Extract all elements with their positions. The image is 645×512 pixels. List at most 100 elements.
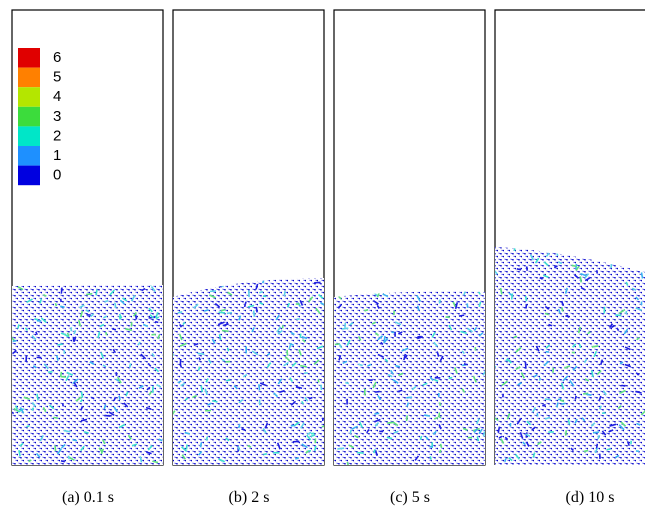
particle-vector [583, 358, 588, 364]
particle-vector [346, 461, 349, 465]
particle-vector [539, 276, 543, 280]
particle-vector [476, 436, 480, 442]
particle-vector [606, 448, 611, 451]
particle-vector [448, 376, 453, 380]
particle-vector [344, 272, 346, 278]
particle-vector [342, 360, 348, 365]
particle-vector [433, 341, 439, 347]
particle-vector [266, 362, 272, 369]
particle-vector [430, 246, 431, 252]
particle-vector [501, 380, 508, 387]
particle-vector [372, 381, 377, 389]
particle-vector [184, 431, 191, 435]
particle-vector [77, 319, 82, 327]
particle-vector [635, 390, 642, 394]
particle-vector [296, 318, 300, 321]
particle-vector [524, 296, 528, 302]
legend-swatch [18, 87, 40, 107]
particle-vector [557, 261, 563, 265]
particle-vector [526, 420, 532, 426]
particle-vector [277, 329, 283, 335]
particle-vector [53, 416, 59, 420]
particle-vector [102, 364, 107, 368]
particle-vector [233, 385, 238, 390]
particle-vector [60, 305, 65, 309]
particle-vector [599, 359, 604, 366]
particle-vector [320, 301, 324, 307]
particle-vector [155, 311, 159, 318]
particle-vector [377, 353, 384, 358]
particle-vector [601, 252, 606, 258]
particle-vector [437, 415, 442, 419]
particle-vector [289, 342, 294, 346]
particle-vector [389, 272, 391, 277]
particle-vector [357, 336, 362, 341]
particle-vector [475, 418, 480, 425]
particle-vector [431, 331, 436, 338]
particle-vector [108, 411, 115, 416]
particle-vector [276, 442, 281, 450]
particle-vector [122, 246, 126, 251]
particle-vector [500, 438, 505, 444]
particle-vector [104, 331, 108, 336]
particle-vector [345, 381, 350, 385]
particle-vector [320, 384, 323, 391]
particle-vector [635, 372, 640, 376]
particle-vector [358, 363, 363, 367]
particle-vector [640, 272, 644, 279]
particle-vector [275, 260, 276, 263]
particle-vector [377, 335, 384, 341]
particle-vector [35, 331, 38, 336]
particle-vector [560, 382, 565, 390]
particle-vector [54, 302, 58, 307]
particle-vector [247, 304, 255, 308]
particle-vector [97, 331, 101, 339]
particle-vector [88, 256, 91, 258]
legend-label: 1 [53, 147, 61, 164]
particle-vector [89, 361, 95, 366]
particle-vector [60, 460, 66, 463]
particle-vector [617, 405, 622, 410]
particle-vector [185, 444, 188, 450]
particle-vector [277, 378, 283, 385]
particle-vector [14, 405, 19, 410]
particle-vector [138, 385, 144, 389]
particle-vector [247, 444, 252, 448]
particle-vector [574, 274, 579, 279]
particle-vector [79, 273, 80, 278]
particle-vector [334, 343, 340, 346]
particle-vector [73, 336, 77, 342]
particle-vector [276, 326, 282, 333]
particle-vector [192, 394, 197, 399]
particle-vector [513, 335, 518, 339]
legend: 6 5 4 3 2 1 0 [18, 48, 61, 186]
particle-vector [227, 291, 233, 296]
particle-vector [351, 425, 358, 430]
particle-vector [520, 372, 525, 379]
particle-vector [631, 248, 637, 255]
particle-vector [259, 290, 264, 294]
particle-vector [54, 270, 56, 277]
particle-vector [118, 313, 123, 319]
particle-vector [24, 327, 29, 331]
particle-vector [341, 271, 343, 275]
particle-vector [515, 366, 521, 370]
particle-vector [178, 333, 183, 341]
particle-vector [226, 311, 233, 315]
particle-vector [425, 436, 429, 441]
particle-vector [342, 291, 348, 295]
particle-vector [440, 254, 444, 255]
particle-vector [103, 315, 108, 319]
particle-vector [565, 314, 570, 319]
particle-vector [413, 255, 418, 258]
particle-vector [197, 450, 203, 456]
particle-vector [341, 327, 349, 330]
particle-vector [433, 378, 439, 383]
particle-vector [624, 346, 631, 351]
particle-vector [156, 383, 162, 388]
particle-vector [154, 320, 159, 324]
particle-vector [30, 256, 31, 262]
particle-vector [205, 436, 209, 441]
particle-vector [118, 315, 122, 320]
